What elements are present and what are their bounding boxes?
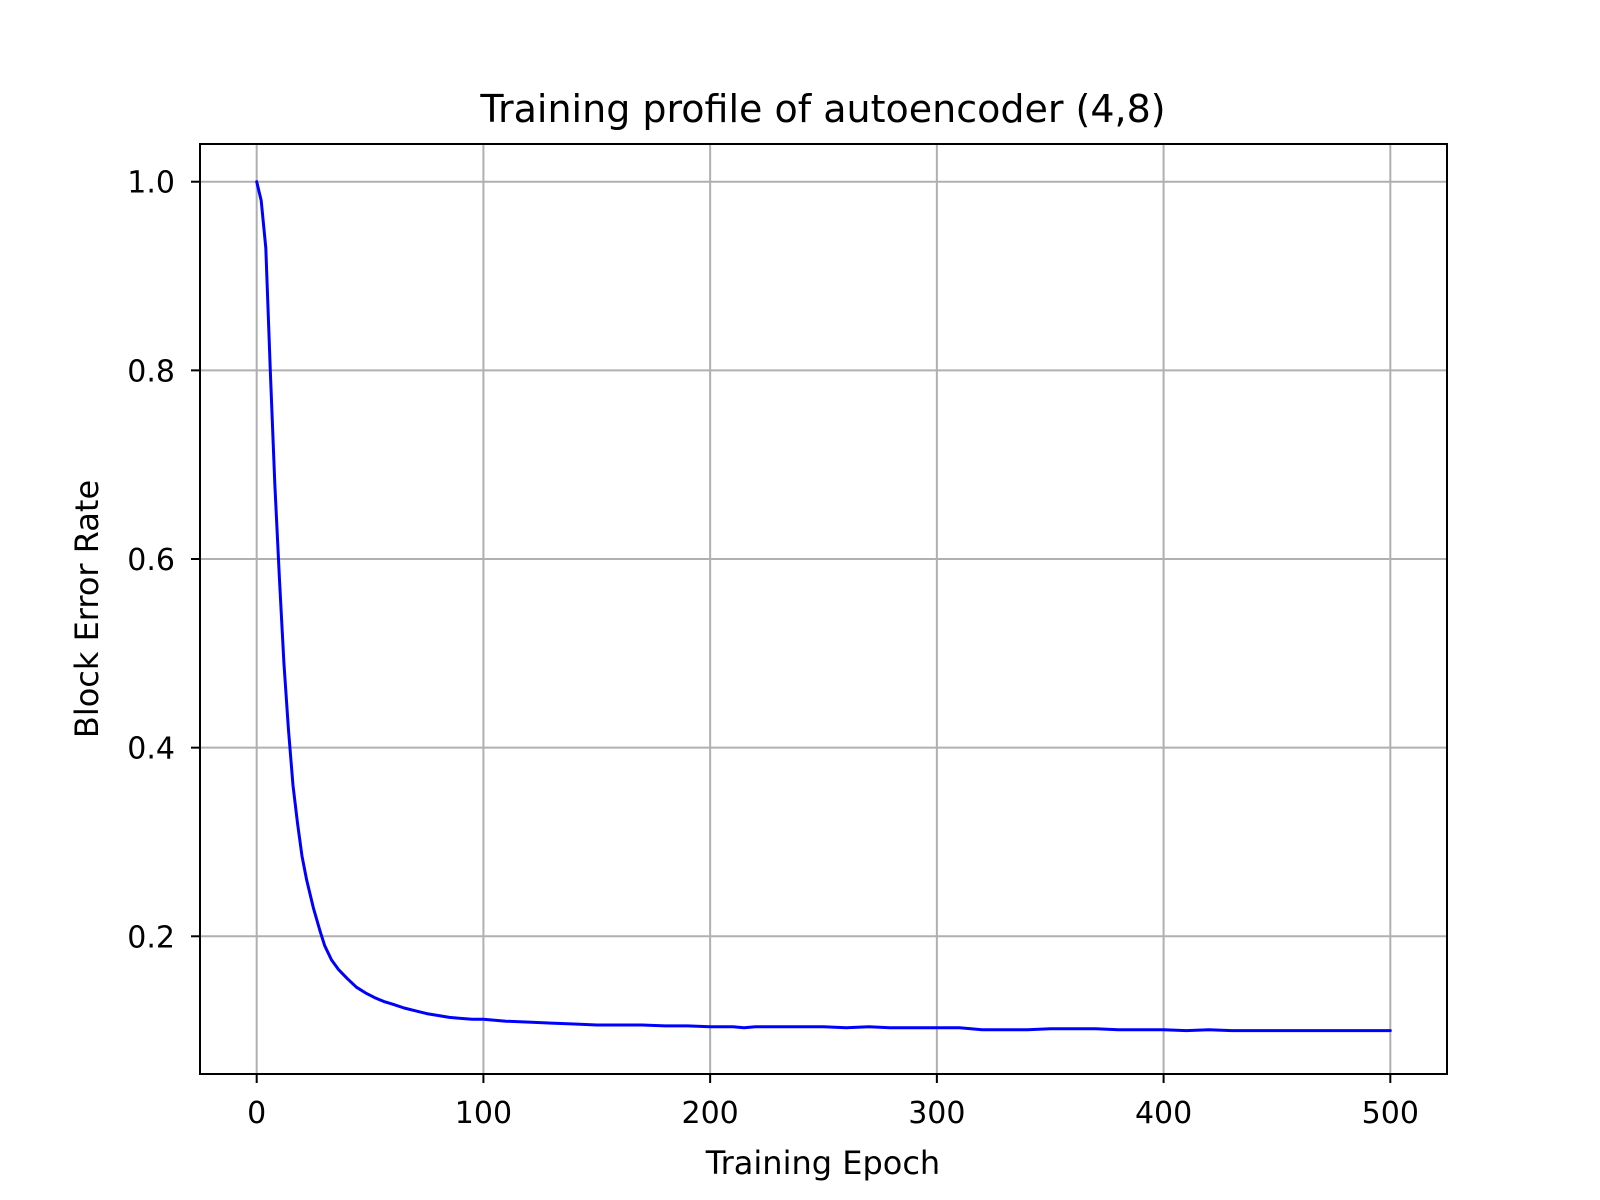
y-tick-label: 0.2 bbox=[127, 920, 175, 955]
x-tick-label: 100 bbox=[455, 1096, 512, 1131]
x-tick-label: 200 bbox=[682, 1096, 739, 1131]
x-tick-label: 400 bbox=[1135, 1096, 1192, 1131]
tick-layer: 0 100 200 300 400 500 0.2 0.4 0.6 0.8 1.0 bbox=[127, 166, 1419, 1131]
y-tick-label: 0.6 bbox=[127, 543, 175, 578]
x-tick-label: 500 bbox=[1362, 1096, 1419, 1131]
x-tick-label: 300 bbox=[908, 1096, 965, 1131]
y-tick-label: 1.0 bbox=[127, 166, 175, 201]
series-line bbox=[255, 180, 1392, 1033]
series-layer bbox=[255, 180, 1392, 1033]
grid-layer bbox=[200, 144, 1447, 1074]
chart-title: Training profile of autoencoder (4,8) bbox=[479, 87, 1165, 131]
plot-frame bbox=[199, 143, 1448, 1075]
x-axis-label: Training Epoch bbox=[705, 1144, 940, 1182]
x-tick-label: 0 bbox=[247, 1096, 266, 1131]
y-axis-label: Block Error Rate bbox=[68, 480, 106, 738]
y-tick-label: 0.8 bbox=[127, 354, 175, 389]
y-tick-label: 0.4 bbox=[127, 732, 175, 767]
